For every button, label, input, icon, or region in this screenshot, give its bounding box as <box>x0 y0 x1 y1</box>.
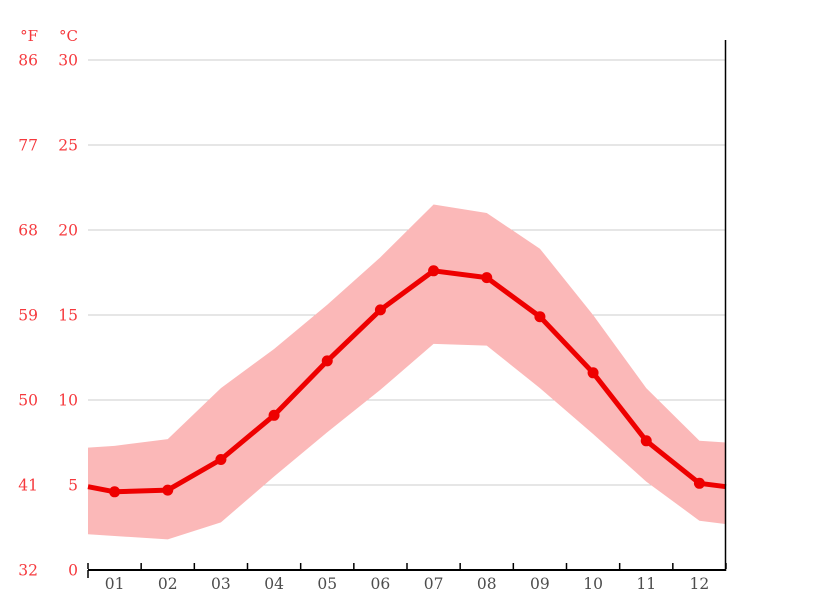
mean-temperature-line <box>87 268 727 495</box>
y-tick-label-c-5: 5 <box>68 477 78 495</box>
mean-point-11 <box>640 435 652 447</box>
mean-point-05 <box>321 355 333 367</box>
mean-point-03 <box>215 454 227 465</box>
y-tick-label-f-50: 50 <box>18 392 38 410</box>
month-label-06: 06 <box>371 575 391 593</box>
mean-point-01 <box>109 486 121 498</box>
y-tick-label-c-10: 10 <box>58 392 78 410</box>
mean-point-12 <box>693 477 705 489</box>
temperature-range-band <box>88 204 726 540</box>
y-tick-label-f-41: 41 <box>18 477 38 495</box>
y-tick-label-c-30: 30 <box>58 52 78 70</box>
y-tick-label-c-0: 0 <box>68 562 78 580</box>
month-label-01: 01 <box>105 575 125 593</box>
month-label-08: 08 <box>477 575 497 593</box>
mean-point-07 <box>428 265 440 277</box>
mean-point-02 <box>162 484 174 496</box>
y-tick-label-f-59: 59 <box>18 307 38 325</box>
y-tick-label-f-86: 86 <box>18 52 38 70</box>
y-tick-label-f-77: 77 <box>18 137 38 155</box>
month-label-09: 09 <box>530 575 550 593</box>
month-label-02: 02 <box>158 575 178 593</box>
fahrenheit-unit-label: °F <box>20 27 38 45</box>
y-tick-label-f-68: 68 <box>18 222 38 240</box>
mean-point-08 <box>481 272 493 284</box>
month-label-03: 03 <box>211 575 231 593</box>
celsius-unit-label: °C <box>59 27 78 45</box>
month-label-07: 07 <box>424 575 444 593</box>
month-label-04: 04 <box>264 575 284 593</box>
month-label-12: 12 <box>690 575 710 593</box>
mean-point-04 <box>268 409 280 421</box>
mean-point-06 <box>374 304 386 316</box>
y-tick-label-f-32: 32 <box>18 562 38 580</box>
month-label-11: 11 <box>636 575 656 593</box>
y-tick-label-c-15: 15 <box>58 307 78 325</box>
mean-point-09 <box>534 311 546 323</box>
month-label-05: 05 <box>317 575 337 593</box>
y-tick-label-c-20: 20 <box>58 222 78 240</box>
y-tick-label-c-25: 25 <box>58 137 78 155</box>
mean-point-10 <box>587 367 599 379</box>
month-label-10: 10 <box>583 575 603 593</box>
